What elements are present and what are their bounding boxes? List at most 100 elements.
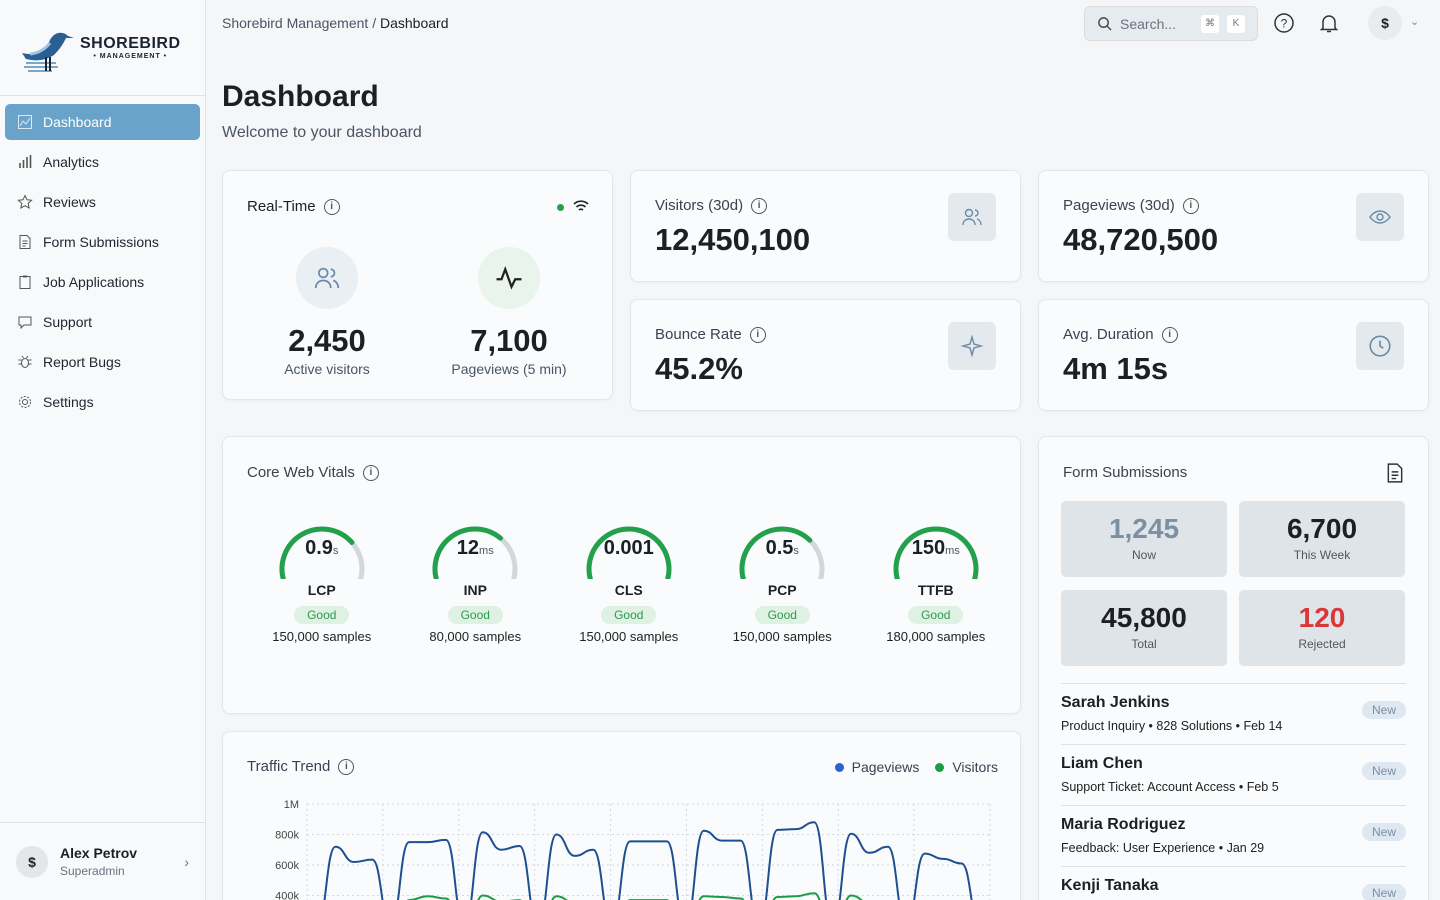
info-icon[interactable]: i — [338, 758, 355, 775]
brand-logo[interactable]: SHOREBIRD • MANAGEMENT • — [0, 0, 205, 96]
vital-name: TTFB — [917, 582, 954, 598]
users-icon — [962, 208, 982, 226]
gauge: 0.001 — [579, 519, 679, 579]
status-badge: Good — [908, 606, 964, 624]
stat-card-pageviews: Pageviews (30d) i 48,720,500 — [1038, 170, 1429, 282]
active-visitors-value: 2,450 — [288, 323, 366, 358]
form-stat-rejected[interactable]: 120 Rejected — [1239, 590, 1405, 666]
legend-visitors[interactable]: Visitors — [935, 759, 998, 775]
realtime-pageviews-value: 7,100 — [470, 323, 548, 358]
bell-icon[interactable] — [1318, 12, 1340, 34]
vital-samples: 150,000 samples — [579, 629, 679, 644]
info-icon[interactable]: i — [362, 464, 379, 481]
status-badge: New — [1361, 701, 1406, 719]
clock-icon — [1369, 335, 1391, 357]
status-badge: New — [1361, 884, 1406, 900]
search-input[interactable]: Search... ⌘ K — [1084, 6, 1258, 41]
user-profile-menu[interactable]: $ Alex Petrov Superadmin › — [0, 822, 205, 900]
gear-icon — [19, 396, 31, 408]
traffic-line-chart: 1M 800k 600k 400k — [275, 799, 991, 900]
submission-desc: Support Ticket: Account Access • Feb 5 — [1061, 780, 1279, 794]
stat-value: 4m 15s — [1063, 351, 1169, 386]
stat-value: 12,450,100 — [655, 222, 811, 257]
list-item[interactable]: Maria Rodriguez Feedback: User Experience… — [1061, 805, 1406, 866]
chevron-right-icon: › — [184, 853, 189, 870]
document-icon — [19, 235, 31, 249]
sidebar-item-form-submissions[interactable]: Form Submissions — [5, 224, 200, 260]
help-icon[interactable]: ? — [1273, 12, 1295, 34]
bar-chart-icon — [19, 155, 32, 168]
form-stat-value: 45,800 — [1101, 602, 1187, 633]
form-stat-value: 120 — [1298, 602, 1346, 633]
list-item[interactable]: Kenji Tanaka New — [1061, 866, 1406, 900]
status-badge: Good — [601, 606, 657, 624]
form-stat-this-week[interactable]: 6,700 This Week — [1239, 501, 1405, 577]
gauge-fill — [586, 526, 672, 579]
sparkle-icon — [960, 334, 984, 358]
vital-inp: 12ms INP Good 80,000 samples — [399, 519, 553, 644]
sidebar-item-dashboard[interactable]: Dashboard — [5, 104, 200, 140]
document-icon[interactable] — [1386, 463, 1404, 483]
vital-samples: 150,000 samples — [732, 629, 832, 644]
info-icon[interactable]: i — [323, 198, 340, 215]
realtime-pageviews-stat: 7,100 Pageviews (5 min) — [429, 247, 589, 377]
form-stat-label: This Week — [1293, 548, 1351, 562]
sidebar-item-label: Form Submissions — [43, 234, 159, 250]
info-icon[interactable]: i — [1161, 326, 1178, 343]
shorebird-logo-icon — [22, 32, 74, 72]
list-item[interactable]: Liam Chen Support Ticket: Account Access … — [1061, 744, 1406, 805]
status-badge: New — [1361, 762, 1406, 780]
user-role: Superadmin — [60, 864, 125, 878]
breadcrumb: Shorebird Management / Dashboard — [222, 15, 448, 31]
realtime-pageviews-label: Pageviews (5 min) — [451, 361, 567, 377]
card-title: Real-Time — [247, 198, 316, 215]
sidebar-item-reviews[interactable]: Reviews — [5, 184, 200, 220]
submitter-name: Sarah Jenkins — [1061, 694, 1170, 711]
info-icon[interactable]: i — [751, 197, 768, 214]
shortcut-key-k: K — [1227, 14, 1245, 33]
submission-desc: Product Inquiry • 828 Solutions • Feb 14 — [1061, 719, 1283, 733]
gauge: 0.9s — [272, 519, 372, 579]
sidebar-item-settings[interactable]: Settings — [5, 384, 200, 420]
account-avatar[interactable]: $ — [1368, 6, 1402, 40]
breadcrumb-separator: / — [372, 15, 377, 31]
activity-icon — [496, 265, 522, 290]
form-stat-now[interactable]: 1,245 Now — [1061, 501, 1227, 577]
sidebar-item-report-bugs[interactable]: Report Bugs — [5, 344, 200, 380]
card-title: Core Web Vitals — [247, 464, 355, 481]
chevron-down-icon[interactable]: ⌄ — [1410, 16, 1420, 28]
stat-value: 48,720,500 — [1063, 222, 1219, 257]
form-stat-total[interactable]: 45,800 Total — [1061, 590, 1227, 666]
vital-value: 150ms — [911, 537, 960, 559]
vital-value: 0.9s — [305, 537, 339, 559]
stat-label: Visitors (30d) — [655, 197, 744, 214]
sidebar-item-support[interactable]: Support — [5, 304, 200, 340]
stat-card-avg-duration: Avg. Duration i 4m 15s — [1038, 299, 1429, 411]
stat-card-visitors: Visitors (30d) i 12,450,100 — [630, 170, 1021, 282]
stat-label: Pageviews (30d) — [1063, 197, 1175, 214]
vital-samples: 80,000 samples — [429, 629, 522, 644]
legend-label: Visitors — [952, 759, 998, 775]
sidebar-item-analytics[interactable]: Analytics — [5, 144, 200, 180]
stat-label: Bounce Rate — [655, 326, 742, 343]
y-tick-label: 400k — [275, 891, 299, 900]
vital-samples: 150,000 samples — [272, 629, 372, 644]
core-web-vitals-card: Core Web Vitals i 0.9s LCP Good 150,000 s… — [222, 436, 1021, 714]
sidebar-item-job-applications[interactable]: Job Applications — [5, 264, 200, 300]
page-title: Dashboard — [222, 80, 379, 113]
info-icon[interactable]: i — [1182, 197, 1199, 214]
form-stat-label: Now — [1131, 548, 1156, 562]
active-visitors-label: Active visitors — [284, 361, 370, 377]
form-submissions-list: Sarah Jenkins Product Inquiry • 828 Solut… — [1061, 683, 1406, 900]
info-icon[interactable]: i — [749, 326, 766, 343]
vital-pcp: 0.5s PCP Good 150,000 samples — [706, 519, 860, 644]
form-stat-value: 1,245 — [1108, 513, 1180, 544]
y-tick-label: 800k — [275, 830, 299, 842]
list-item[interactable]: Sarah Jenkins Product Inquiry • 828 Solut… — [1061, 683, 1406, 744]
legend-pageviews[interactable]: Pageviews — [834, 759, 919, 775]
vital-ttfb: 150ms TTFB Good 180,000 samples — [859, 519, 1013, 644]
breadcrumb-root[interactable]: Shorebird Management — [222, 15, 369, 31]
form-stat-label: Total — [1131, 637, 1157, 651]
gauge-fill — [893, 526, 979, 579]
gauge-fill — [432, 526, 504, 579]
